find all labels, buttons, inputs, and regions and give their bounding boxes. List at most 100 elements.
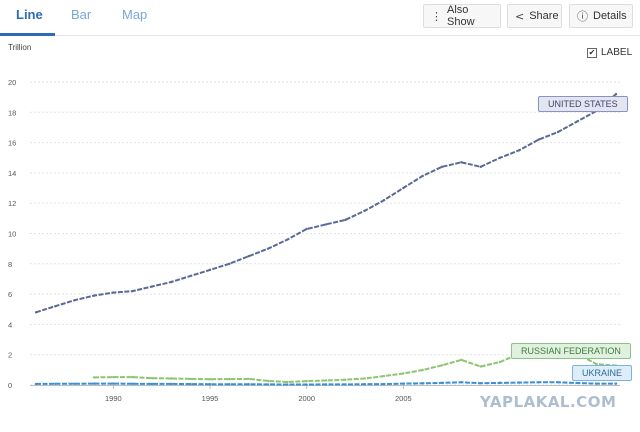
details-label: Details bbox=[593, 10, 627, 22]
data-point bbox=[363, 377, 366, 380]
data-point bbox=[228, 377, 231, 381]
data-point bbox=[150, 285, 154, 288]
data-point bbox=[363, 209, 366, 212]
y-tick-label: 2 bbox=[8, 351, 12, 360]
also-show-button[interactable]: ⋮ Also Show bbox=[423, 4, 501, 28]
data-point bbox=[537, 138, 540, 141]
data-point bbox=[34, 382, 38, 386]
data-point bbox=[286, 238, 289, 241]
label-toggle[interactable]: ✔ LABEL bbox=[587, 47, 632, 58]
data-point bbox=[305, 227, 308, 231]
data-point bbox=[73, 382, 76, 385]
share-button[interactable]: < Share bbox=[507, 4, 562, 28]
data-point bbox=[460, 161, 463, 164]
data-point bbox=[150, 376, 154, 380]
data-point bbox=[170, 382, 173, 386]
axis-ticks: 0 2 4 6 8 10 12 14 16 18 20 1990 1995 2000 2005 bbox=[8, 78, 412, 403]
data-point bbox=[440, 381, 444, 385]
x-tick-label: 2000 bbox=[298, 394, 315, 403]
series-label-ukraine[interactable]: UKRAINE bbox=[572, 365, 633, 381]
data-point bbox=[228, 262, 231, 265]
data-point bbox=[73, 298, 76, 302]
data-point bbox=[479, 381, 482, 385]
data-point bbox=[460, 381, 463, 384]
data-point bbox=[576, 381, 579, 385]
top-bar: Line Bar Map ⋮ Also Show < Share ⓘ Detai… bbox=[0, 0, 640, 36]
data-point bbox=[131, 382, 134, 385]
data-point bbox=[556, 130, 560, 134]
data-point bbox=[266, 247, 270, 250]
data-point bbox=[498, 360, 502, 364]
share-icon: < bbox=[515, 9, 525, 23]
data-point bbox=[34, 311, 38, 314]
data-point bbox=[208, 378, 212, 381]
data-point bbox=[537, 381, 540, 384]
data-point bbox=[421, 174, 424, 178]
data-point bbox=[518, 148, 521, 152]
data-point bbox=[479, 165, 482, 169]
data-point bbox=[247, 383, 250, 386]
data-point bbox=[344, 378, 347, 381]
data-point bbox=[382, 198, 386, 202]
data-point bbox=[266, 383, 270, 386]
data-point bbox=[286, 380, 289, 384]
data-point bbox=[92, 376, 96, 379]
data-point bbox=[189, 274, 192, 278]
data-point bbox=[576, 120, 579, 123]
data-point bbox=[189, 377, 192, 381]
y-tick-label: 8 bbox=[8, 260, 12, 269]
data-point bbox=[479, 365, 482, 368]
data-point bbox=[208, 383, 212, 386]
y-tick-label: 4 bbox=[8, 320, 12, 329]
y-tick-label: 16 bbox=[8, 139, 16, 148]
data-point bbox=[363, 383, 366, 386]
info-icon: ⓘ bbox=[577, 10, 588, 23]
data-point bbox=[305, 379, 308, 383]
data-point bbox=[247, 377, 250, 381]
data-point bbox=[54, 382, 57, 385]
data-point bbox=[324, 223, 328, 226]
data-point bbox=[518, 381, 521, 384]
y-tick-label: 20 bbox=[8, 78, 16, 87]
data-point bbox=[324, 383, 328, 386]
watermark: YAPLAKAL.COM bbox=[480, 393, 617, 411]
data-point bbox=[170, 280, 173, 284]
data-point bbox=[556, 381, 560, 384]
data-point bbox=[402, 372, 405, 375]
data-point bbox=[92, 294, 96, 297]
data-point bbox=[498, 156, 502, 159]
data-point bbox=[266, 379, 270, 383]
data-point bbox=[595, 382, 598, 385]
data-point bbox=[305, 383, 308, 386]
data-point bbox=[150, 382, 154, 386]
data-point bbox=[228, 383, 231, 386]
y-tick-label: 0 bbox=[8, 381, 12, 390]
tab-map[interactable]: Map bbox=[122, 7, 148, 22]
data-point bbox=[421, 368, 424, 372]
data-point bbox=[131, 289, 134, 293]
data-point bbox=[286, 383, 289, 386]
data-point bbox=[112, 375, 115, 379]
label-toggle-text: LABEL bbox=[601, 47, 633, 58]
data-point bbox=[382, 374, 386, 378]
data-point bbox=[498, 381, 502, 385]
data-point bbox=[92, 382, 96, 385]
data-point bbox=[170, 377, 173, 380]
y-tick-label: 12 bbox=[8, 199, 16, 208]
also-show-label: Also Show bbox=[447, 4, 475, 28]
data-point bbox=[112, 291, 115, 294]
details-button[interactable]: ⓘ Details bbox=[569, 4, 633, 28]
label-checkbox[interactable]: ✔ bbox=[587, 47, 597, 58]
data-point bbox=[131, 375, 134, 379]
series-label-russian-federation[interactable]: RUSSIAN FEDERATION bbox=[511, 343, 631, 359]
data-point bbox=[595, 363, 598, 366]
tab-bar[interactable]: Bar bbox=[71, 7, 92, 22]
data-point bbox=[54, 305, 57, 308]
series-label-united-states[interactable]: UNITED STATES bbox=[538, 96, 628, 112]
data-point bbox=[460, 358, 463, 362]
data-point bbox=[344, 218, 347, 222]
grid bbox=[30, 81, 620, 389]
data-point bbox=[402, 186, 405, 190]
tab-line[interactable]: Line bbox=[16, 7, 43, 22]
data-point bbox=[324, 379, 328, 382]
